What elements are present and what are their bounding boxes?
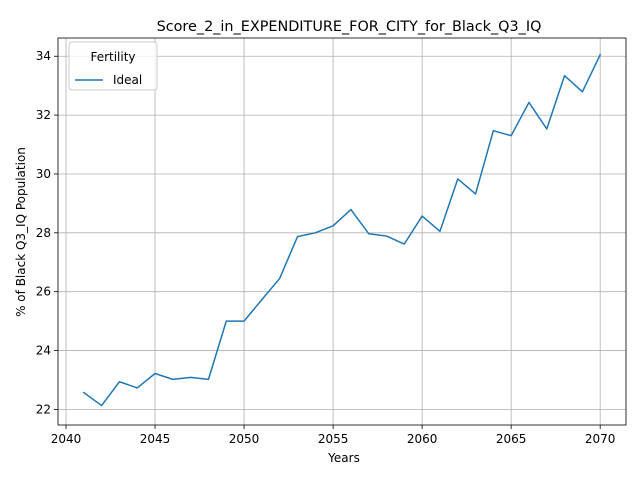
- axes: 2040 2045 2050 2055 2060 2065 2070 22 24 26 28 30 32…: [36, 37, 627, 446]
- legend-entry-ideal: Ideal: [113, 73, 142, 87]
- x-tick-label: 2045: [140, 432, 171, 446]
- x-axis-label: Years: [327, 451, 360, 465]
- y-tick-label: 26: [36, 285, 51, 299]
- legend: Fertility Ideal: [68, 41, 158, 91]
- plot-frame: [57, 37, 627, 426]
- y-tick-label: 24: [36, 344, 51, 358]
- legend-box: [68, 41, 158, 91]
- y-tick-label: 34: [36, 49, 51, 63]
- y-axis-label: % of Black Q3_IQ Population: [14, 147, 28, 317]
- x-tick-label: 2050: [229, 432, 260, 446]
- x-tick-label: 2070: [585, 432, 616, 446]
- y-tick-label: 22: [36, 402, 51, 416]
- legend-title: Fertility: [90, 50, 135, 64]
- series-line-ideal: [82, 53, 602, 407]
- grid-lines: [58, 38, 626, 425]
- chart-title: Score_2_in_EXPENDITURE_FOR_CITY_for_Blac…: [157, 19, 542, 35]
- x-tick-label: 2065: [496, 432, 527, 446]
- x-tick-label: 2055: [318, 432, 349, 446]
- y-tick-label: 30: [36, 167, 51, 181]
- x-tick-label: 2040: [51, 432, 82, 446]
- series-layer: [82, 53, 602, 407]
- y-tick-label: 32: [36, 108, 51, 122]
- y-tick-label: 28: [36, 226, 51, 240]
- x-tick-label: 2060: [407, 432, 438, 446]
